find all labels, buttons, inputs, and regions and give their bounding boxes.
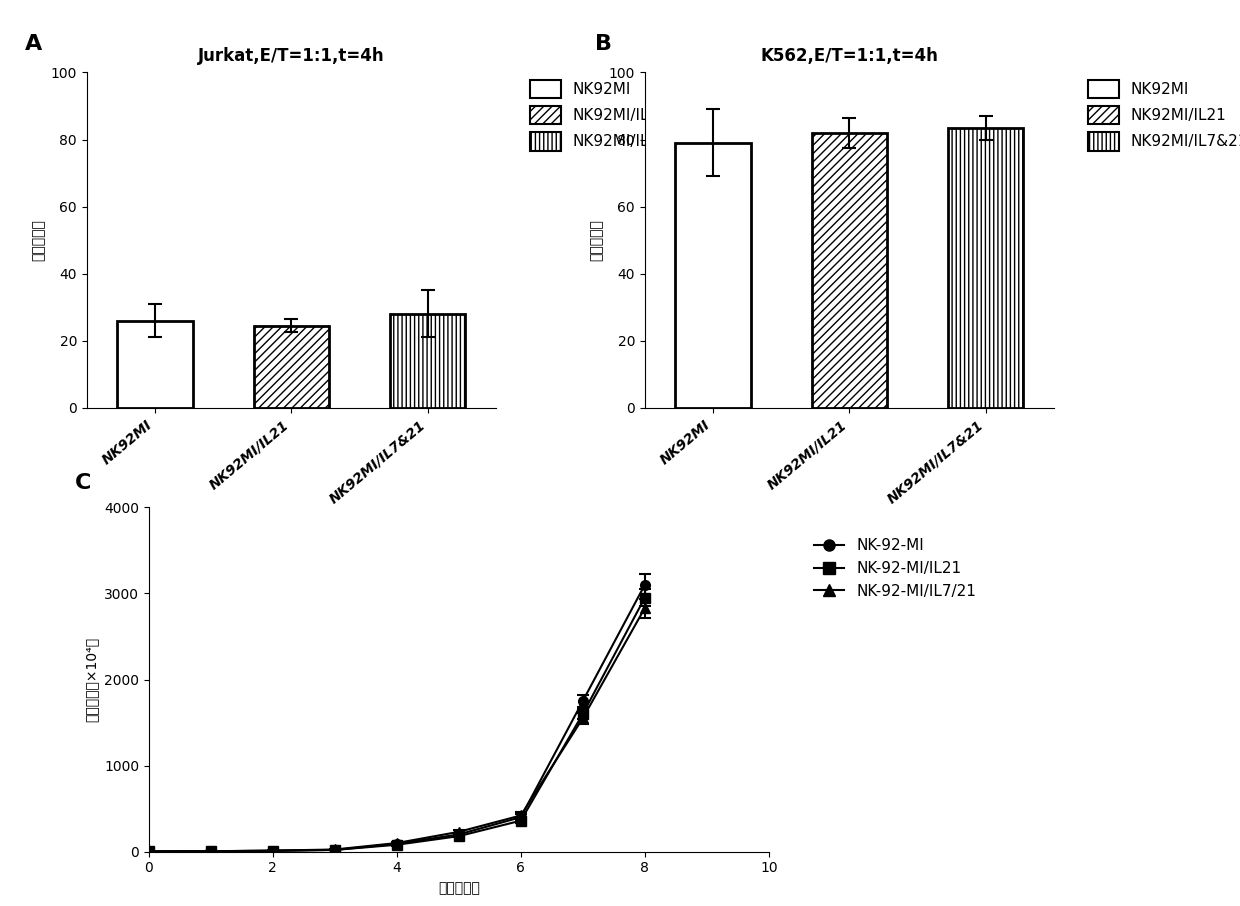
Legend: NK-92-MI, NK-92-MI/IL21, NK-92-MI/IL7/21: NK-92-MI, NK-92-MI/IL21, NK-92-MI/IL7/21 <box>807 532 982 604</box>
Text: A: A <box>25 34 42 53</box>
Y-axis label: 细胞毒性％: 细胞毒性％ <box>31 219 45 261</box>
X-axis label: 时间（天）: 时间（天） <box>438 881 480 895</box>
Bar <box>118 321 192 408</box>
Title: K562,E/T=1:1,t=4h: K562,E/T=1:1,t=4h <box>760 47 939 65</box>
Text: B: B <box>595 34 613 53</box>
Bar <box>391 313 465 408</box>
Legend: NK92MI, NK92MI/IL21, NK92MI/IL7&21: NK92MI, NK92MI/IL21, NK92MI/IL7&21 <box>1083 73 1240 157</box>
Bar <box>676 143 750 408</box>
Bar <box>812 133 887 408</box>
Y-axis label: 细胞毒性％: 细胞毒性％ <box>589 219 603 261</box>
Legend: NK92MI, NK92MI/IL21, NK92MI/IL7&21: NK92MI, NK92MI/IL21, NK92MI/IL7&21 <box>525 73 697 157</box>
Title: Jurkat,E/T=1:1,t=4h: Jurkat,E/T=1:1,t=4h <box>198 47 384 65</box>
Bar <box>254 325 329 408</box>
Text: C: C <box>74 473 91 493</box>
Y-axis label: 细胞计数（×10⁴）: 细胞计数（×10⁴） <box>84 637 98 722</box>
Bar <box>949 128 1023 408</box>
